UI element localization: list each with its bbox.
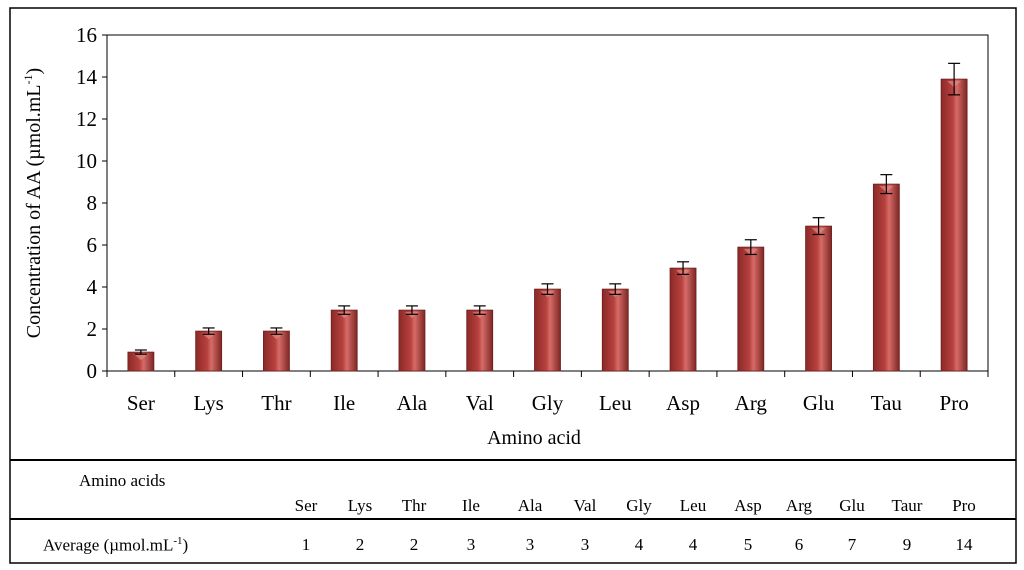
y-tick-label: 4 — [87, 275, 98, 299]
bar-ala — [398, 309, 426, 372]
table-row-label: Average (µmol.mL-1) — [43, 535, 188, 556]
y-tick-label: 8 — [87, 191, 98, 215]
table-column-header: Ser — [294, 496, 318, 515]
x-tick-label: Tau — [871, 391, 903, 415]
table-column-header: Pro — [952, 496, 976, 515]
x-tick-label: Ile — [333, 391, 355, 415]
figure-border — [9, 7, 1017, 564]
table-column-header: Glu — [839, 496, 865, 515]
table-column-header: Lys — [347, 496, 373, 515]
bar-val — [466, 309, 494, 372]
y-axis-title-main: Concentration of AA (µmol.mL — [23, 84, 45, 338]
x-tick-label: Val — [466, 391, 494, 415]
table-row-label-close: ) — [182, 535, 189, 555]
x-tick-label: Glu — [803, 391, 835, 415]
y-tick-label: 2 — [87, 317, 98, 341]
bar-ile — [330, 309, 358, 372]
x-tick-label: Leu — [599, 391, 632, 415]
bar-bevel — [337, 312, 352, 319]
y-axis-title-close: ) — [23, 68, 45, 75]
x-axis: Ser Lys Thr Ile Ala Val Gly Leu Asp Arg Glu Tau Pro — [106, 371, 989, 415]
table-column-header: Ile — [462, 496, 480, 515]
table-average-value: 7 — [847, 535, 857, 554]
x-tick-label: Thr — [261, 391, 291, 415]
x-tick-label: Pro — [940, 391, 969, 415]
table-column-header: Gly — [626, 496, 652, 515]
x-tick-label: Gly — [532, 391, 564, 415]
bar-gly — [534, 288, 561, 372]
table-average-value: 5 — [743, 535, 753, 554]
y-tick-label: 14 — [76, 65, 98, 89]
table-average-value: 2 — [409, 535, 419, 554]
y-axis-title-sup: -1 — [21, 74, 35, 84]
table-average-value: 4 — [634, 535, 644, 554]
table-column-header: Val — [573, 496, 597, 515]
bar-bevel — [472, 312, 487, 319]
table-column-header: Arg — [785, 496, 813, 515]
table-header-label: Amino acids — [79, 471, 166, 490]
y-tick-label: 10 — [76, 149, 97, 173]
x-tick-label: Ala — [397, 391, 428, 415]
table-column-header: Leu — [679, 496, 707, 515]
x-tick-label: Lys — [193, 391, 223, 415]
table-average-value: 1 — [301, 535, 311, 554]
table-average-value: 4 — [688, 535, 698, 554]
bar-pro — [940, 78, 968, 372]
table-row-label-main: Average (µmol.mL — [43, 535, 174, 555]
table-average-value: 14 — [955, 535, 973, 554]
x-axis-title: Amino acid — [487, 427, 581, 449]
table-average-value: 2 — [355, 535, 365, 554]
x-tick-label: Arg — [735, 391, 768, 415]
bar-tau — [872, 183, 900, 372]
y-axis: 0 2 4 6 8 10 12 14 16 — [76, 23, 107, 383]
y-tick-label: 0 — [87, 359, 98, 383]
table-column-header: Ala — [517, 496, 543, 515]
y-tick-label: 16 — [76, 23, 97, 47]
table-average-value: 3 — [580, 535, 590, 554]
x-tick-label: Asp — [666, 391, 700, 415]
table-row-label-sup: -1 — [173, 535, 183, 547]
table-column-header: Taur — [891, 496, 923, 515]
error-bars — [134, 62, 961, 355]
table-average-value: 9 — [902, 535, 912, 554]
bar-glu — [805, 225, 832, 372]
table-average-value: 3 — [525, 535, 535, 554]
x-tick-label: Ser — [127, 391, 155, 415]
bar-asp — [669, 267, 697, 372]
table-column-header: Thr — [401, 496, 427, 515]
table-average-value: 3 — [466, 535, 476, 554]
table-average-value: 6 — [794, 535, 804, 554]
bar-bevel — [404, 312, 419, 319]
y-tick-label: 12 — [76, 107, 97, 131]
y-axis-title: Concentration of AA (µmol.mL-1) — [21, 68, 45, 338]
y-tick-label: 6 — [87, 233, 98, 257]
bar-arg — [737, 246, 765, 372]
bars — [127, 78, 968, 372]
bar-bevel — [133, 354, 148, 361]
bar-leu — [601, 288, 629, 372]
table-column-header: Asp — [734, 496, 762, 515]
